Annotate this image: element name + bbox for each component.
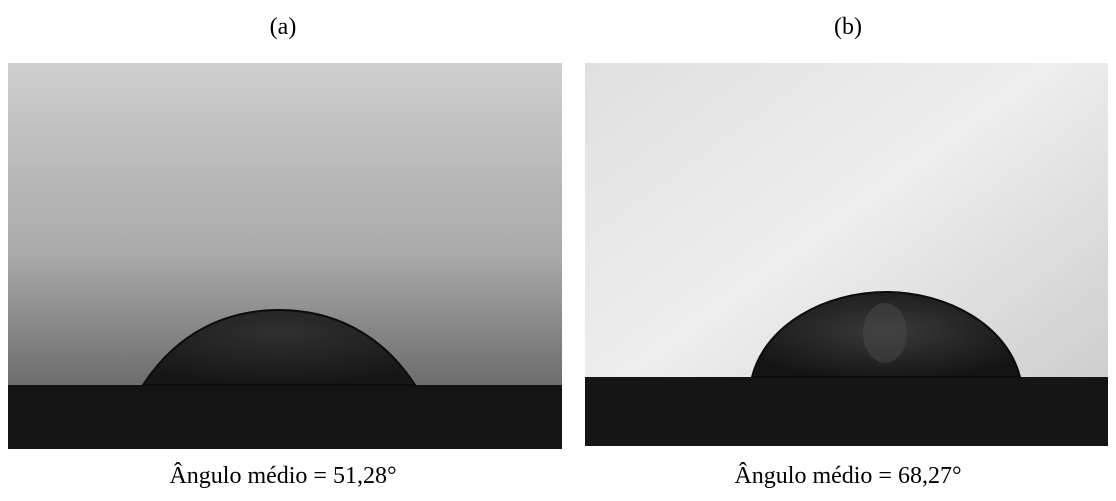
photo-b xyxy=(585,63,1108,446)
caption: Ângulo médio = 51,28° xyxy=(169,463,396,489)
panel-label: (a) xyxy=(270,14,297,40)
caption: Ângulo médio = 68,27° xyxy=(734,463,961,489)
photo-a xyxy=(8,63,562,449)
panel-label: (b) xyxy=(834,14,862,40)
figure: (a) (b) Ângulo médio = 51,28° Ângulo méd… xyxy=(0,0,1116,501)
